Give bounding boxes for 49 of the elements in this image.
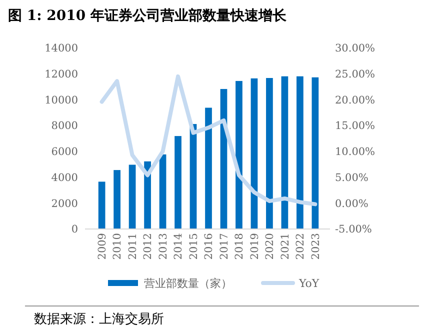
x-tick-label: 2013 <box>157 233 170 260</box>
x-tick-label: 2020 <box>264 233 276 260</box>
legend-label: YoY <box>298 276 320 290</box>
bar <box>281 76 288 229</box>
x-tick-label: 2012 <box>142 233 154 260</box>
bar <box>128 164 136 229</box>
y-tick-label: 12000 <box>44 68 78 81</box>
y-tick-label: 0 <box>71 224 78 236</box>
x-tick-label: 2017 <box>218 233 230 260</box>
x-tick-label: 2011 <box>126 233 139 260</box>
x-tick-label: 2010 <box>112 233 124 260</box>
bar <box>114 170 120 229</box>
line-series <box>100 74 318 206</box>
bar <box>98 182 106 229</box>
y2-tick-label: -5.00% <box>335 224 372 236</box>
x-tick-label: 2023 <box>310 233 322 260</box>
x-tick-label: 2014 <box>172 232 185 260</box>
x-tick-label: 2021 <box>279 233 292 260</box>
bar <box>174 136 182 229</box>
y2-tick-label: 25.00% <box>335 68 376 81</box>
bar <box>236 80 242 229</box>
bar <box>312 77 319 229</box>
bar <box>266 78 273 229</box>
y-tick-label: 8000 <box>51 120 78 132</box>
y2-tick-label: 15.00% <box>335 120 376 132</box>
y-tick-label: 4000 <box>51 172 78 184</box>
y-tick-label: 14000 <box>44 42 78 55</box>
x-tick-label: 2022 <box>294 233 307 260</box>
x-tick-label: 2009 <box>96 233 108 260</box>
y2-tick-label: 0.00% <box>335 198 368 210</box>
x-tick-label: 2016 <box>203 232 216 260</box>
bar <box>296 76 304 229</box>
source-note: 数据来源：上海交易所 <box>34 311 164 327</box>
bar <box>159 154 166 229</box>
bar <box>250 78 258 229</box>
y2-tick-label: 5.00% <box>335 172 368 184</box>
bar <box>144 161 151 229</box>
legend-label: 营业部数量（家） <box>144 276 232 290</box>
y2-tick-label: 10.00% <box>335 146 376 158</box>
bar <box>205 108 212 229</box>
chart-title: 图 1: 2010 年证券公司营业部数量快速增长 <box>8 7 288 24</box>
x-tick-label: 2018 <box>234 233 246 260</box>
y-tick-label: 2000 <box>51 198 78 210</box>
x-tick-label: 2015 <box>188 233 200 260</box>
y-tick-label: 6000 <box>51 146 78 158</box>
y2-tick-label: 30.00% <box>335 42 376 55</box>
y-tick-label: 10000 <box>44 94 78 106</box>
y2-tick-label: 20.00% <box>335 94 376 106</box>
x-tick-label: 2019 <box>248 233 261 260</box>
